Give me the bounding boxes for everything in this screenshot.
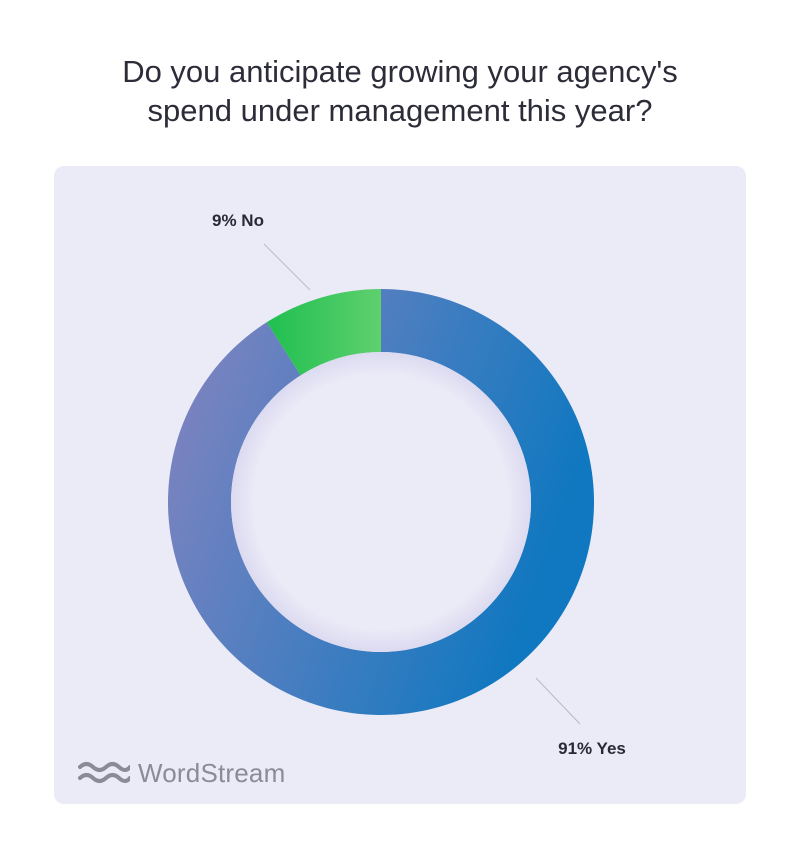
labels-group: 91% Yes 9% No [212, 211, 626, 758]
slice-label-yes: 91% Yes [558, 739, 626, 758]
chart-title: Do you anticipate growing your agency's … [0, 52, 800, 130]
brand-name: WordStream [138, 757, 286, 788]
leader-line-no [263, 243, 311, 291]
chart-title-line-2: spend under management this year? [147, 93, 653, 128]
donut-slice-yes [167, 289, 595, 715]
donut-slice-no [266, 289, 381, 376]
donut-hole [231, 352, 531, 652]
leader-line-yes [535, 677, 581, 725]
leaders-group [263, 243, 581, 725]
chart-title-line-1: Do you anticipate growing your agency's [122, 54, 678, 89]
wordstream-logo: WordStream [78, 755, 285, 791]
slices-group [167, 289, 595, 715]
slice-label-no: 9% No [212, 211, 264, 230]
wave-logo-icon [78, 762, 130, 783]
